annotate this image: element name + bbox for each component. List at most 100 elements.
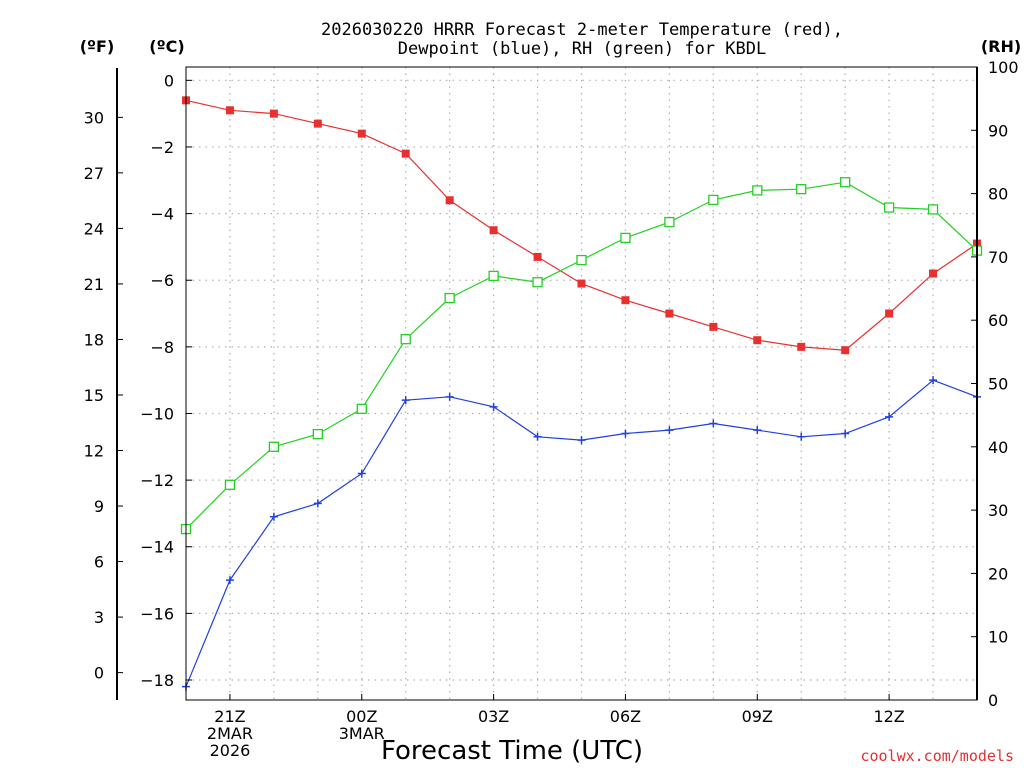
fahrenheit-tick-label: 30 bbox=[84, 108, 104, 127]
rh-tick-label: 60 bbox=[988, 311, 1008, 330]
data-point-dewpoint bbox=[753, 426, 762, 435]
fahrenheit-tick-label: 6 bbox=[94, 553, 104, 572]
celsius-tick-label: −10 bbox=[140, 404, 174, 423]
x-tick-label: 09Z bbox=[742, 707, 773, 726]
data-point-dewpoint bbox=[621, 429, 630, 438]
data-point-rh bbox=[224, 479, 236, 490]
credit-link[interactable]: coolwx.com/models bbox=[860, 747, 1014, 765]
data-point-temperature bbox=[577, 279, 586, 288]
celsius-tick-label: −6 bbox=[150, 271, 174, 290]
fahrenheit-tick-label: 21 bbox=[84, 275, 104, 294]
data-point-rh bbox=[883, 202, 895, 213]
data-point-dewpoint bbox=[665, 426, 674, 435]
data-point-temperature bbox=[929, 269, 938, 278]
data-point-rh bbox=[356, 403, 367, 414]
data-point-rh bbox=[620, 232, 631, 244]
data-point-temperature bbox=[445, 196, 454, 205]
celsius-tick-label: −2 bbox=[150, 138, 174, 157]
data-point-dewpoint bbox=[445, 392, 454, 401]
x-tick-label: 00Z bbox=[346, 707, 377, 726]
axes-ticks: 0−2−4−6−8−10−12−14−16−183027242118151296… bbox=[84, 58, 1019, 760]
fahrenheit-unit-label: (ºF) bbox=[80, 37, 115, 56]
data-point-temperature bbox=[841, 346, 850, 355]
rh-tick-label: 40 bbox=[988, 438, 1008, 457]
fahrenheit-tick-label: 24 bbox=[84, 219, 104, 238]
data-point-rh bbox=[488, 270, 499, 282]
data-point-rh bbox=[400, 334, 411, 345]
chart-title-line1: 2026030220 HRRR Forecast 2-meter Tempera… bbox=[321, 20, 843, 40]
data-point-dewpoint bbox=[929, 376, 938, 385]
fahrenheit-tick-label: 9 bbox=[94, 497, 104, 516]
data-point-rh bbox=[752, 185, 763, 196]
data-point-dewpoint bbox=[313, 499, 322, 508]
data-point-rh bbox=[576, 254, 587, 266]
rh-unit-label: (RH) bbox=[981, 37, 1021, 56]
data-point-temperature bbox=[225, 106, 234, 115]
data-point-rh bbox=[268, 441, 280, 452]
data-point-dewpoint bbox=[797, 432, 806, 441]
series-line-dewpoint bbox=[185, 379, 978, 687]
rh-tick-label: 100 bbox=[988, 58, 1019, 77]
data-point-dewpoint bbox=[841, 429, 850, 438]
x-tick-label: 21Z bbox=[214, 707, 245, 726]
rh-tick-label: 20 bbox=[988, 564, 1008, 583]
data-point-temperature bbox=[797, 342, 806, 351]
data-point-rh bbox=[927, 204, 939, 215]
data-point-dewpoint bbox=[709, 419, 718, 428]
rh-tick-label: 30 bbox=[988, 501, 1008, 520]
celsius-unit-label: (ºC) bbox=[149, 37, 184, 56]
x-tick-label: 06Z bbox=[610, 707, 641, 726]
fahrenheit-tick-label: 27 bbox=[84, 164, 104, 183]
rh-tick-label: 10 bbox=[988, 628, 1008, 647]
data-point-temperature bbox=[753, 336, 762, 345]
data-point-dewpoint bbox=[577, 436, 586, 445]
gridlines bbox=[186, 67, 977, 700]
rh-tick-label: 50 bbox=[988, 375, 1008, 394]
rh-tick-label: 0 bbox=[988, 691, 998, 710]
fahrenheit-tick-label: 0 bbox=[94, 664, 104, 683]
celsius-tick-label: 0 bbox=[164, 71, 174, 90]
rh-tick-label: 70 bbox=[988, 248, 1008, 267]
data-point-rh bbox=[840, 177, 851, 188]
plot-frame bbox=[185, 66, 978, 701]
rh-tick-label: 80 bbox=[988, 185, 1008, 204]
data-point-temperature bbox=[401, 149, 410, 158]
data-point-dewpoint bbox=[489, 402, 498, 411]
celsius-tick-label: −18 bbox=[140, 671, 174, 690]
data-point-temperature bbox=[357, 129, 366, 138]
data-point-temperature bbox=[621, 296, 630, 305]
x-tick-label: 2026 bbox=[210, 741, 251, 760]
celsius-tick-label: −8 bbox=[150, 338, 174, 357]
data-point-rh bbox=[312, 428, 323, 440]
x-axis-label: Forecast Time (UTC) bbox=[381, 736, 643, 766]
x-tick-label: 12Z bbox=[873, 707, 904, 726]
data-point-rh bbox=[708, 194, 719, 206]
data-point-temperature bbox=[665, 309, 674, 318]
data-point-temperature bbox=[269, 109, 278, 118]
x-tick-label: 3MAR bbox=[339, 724, 385, 743]
fahrenheit-tick-label: 15 bbox=[84, 386, 104, 405]
data-point-dewpoint bbox=[885, 412, 894, 421]
fahrenheit-tick-label: 3 bbox=[94, 608, 104, 627]
chart-title-line2: Dewpoint (blue), RH (green) for KBDL bbox=[398, 39, 766, 59]
fahrenheit-tick-label: 12 bbox=[84, 442, 104, 461]
data-point-dewpoint bbox=[225, 576, 234, 585]
data-point-rh bbox=[796, 184, 807, 195]
data-point-rh bbox=[664, 216, 675, 228]
data-point-temperature bbox=[885, 309, 894, 318]
data-point-dewpoint bbox=[269, 512, 278, 521]
celsius-tick-label: −12 bbox=[140, 471, 174, 490]
data-point-temperature bbox=[313, 119, 322, 128]
celsius-tick-label: −16 bbox=[140, 604, 174, 623]
data-point-dewpoint bbox=[357, 469, 366, 478]
data-point-temperature bbox=[533, 252, 542, 261]
celsius-tick-label: −4 bbox=[150, 205, 174, 224]
rh-tick-label: 90 bbox=[988, 121, 1008, 140]
x-tick-label: 2MAR bbox=[207, 724, 253, 743]
data-point-temperature bbox=[489, 226, 498, 235]
data-point-rh bbox=[444, 292, 455, 304]
x-tick-label: 03Z bbox=[478, 707, 509, 726]
celsius-tick-label: −14 bbox=[140, 538, 174, 557]
data-point-dewpoint bbox=[401, 396, 410, 405]
